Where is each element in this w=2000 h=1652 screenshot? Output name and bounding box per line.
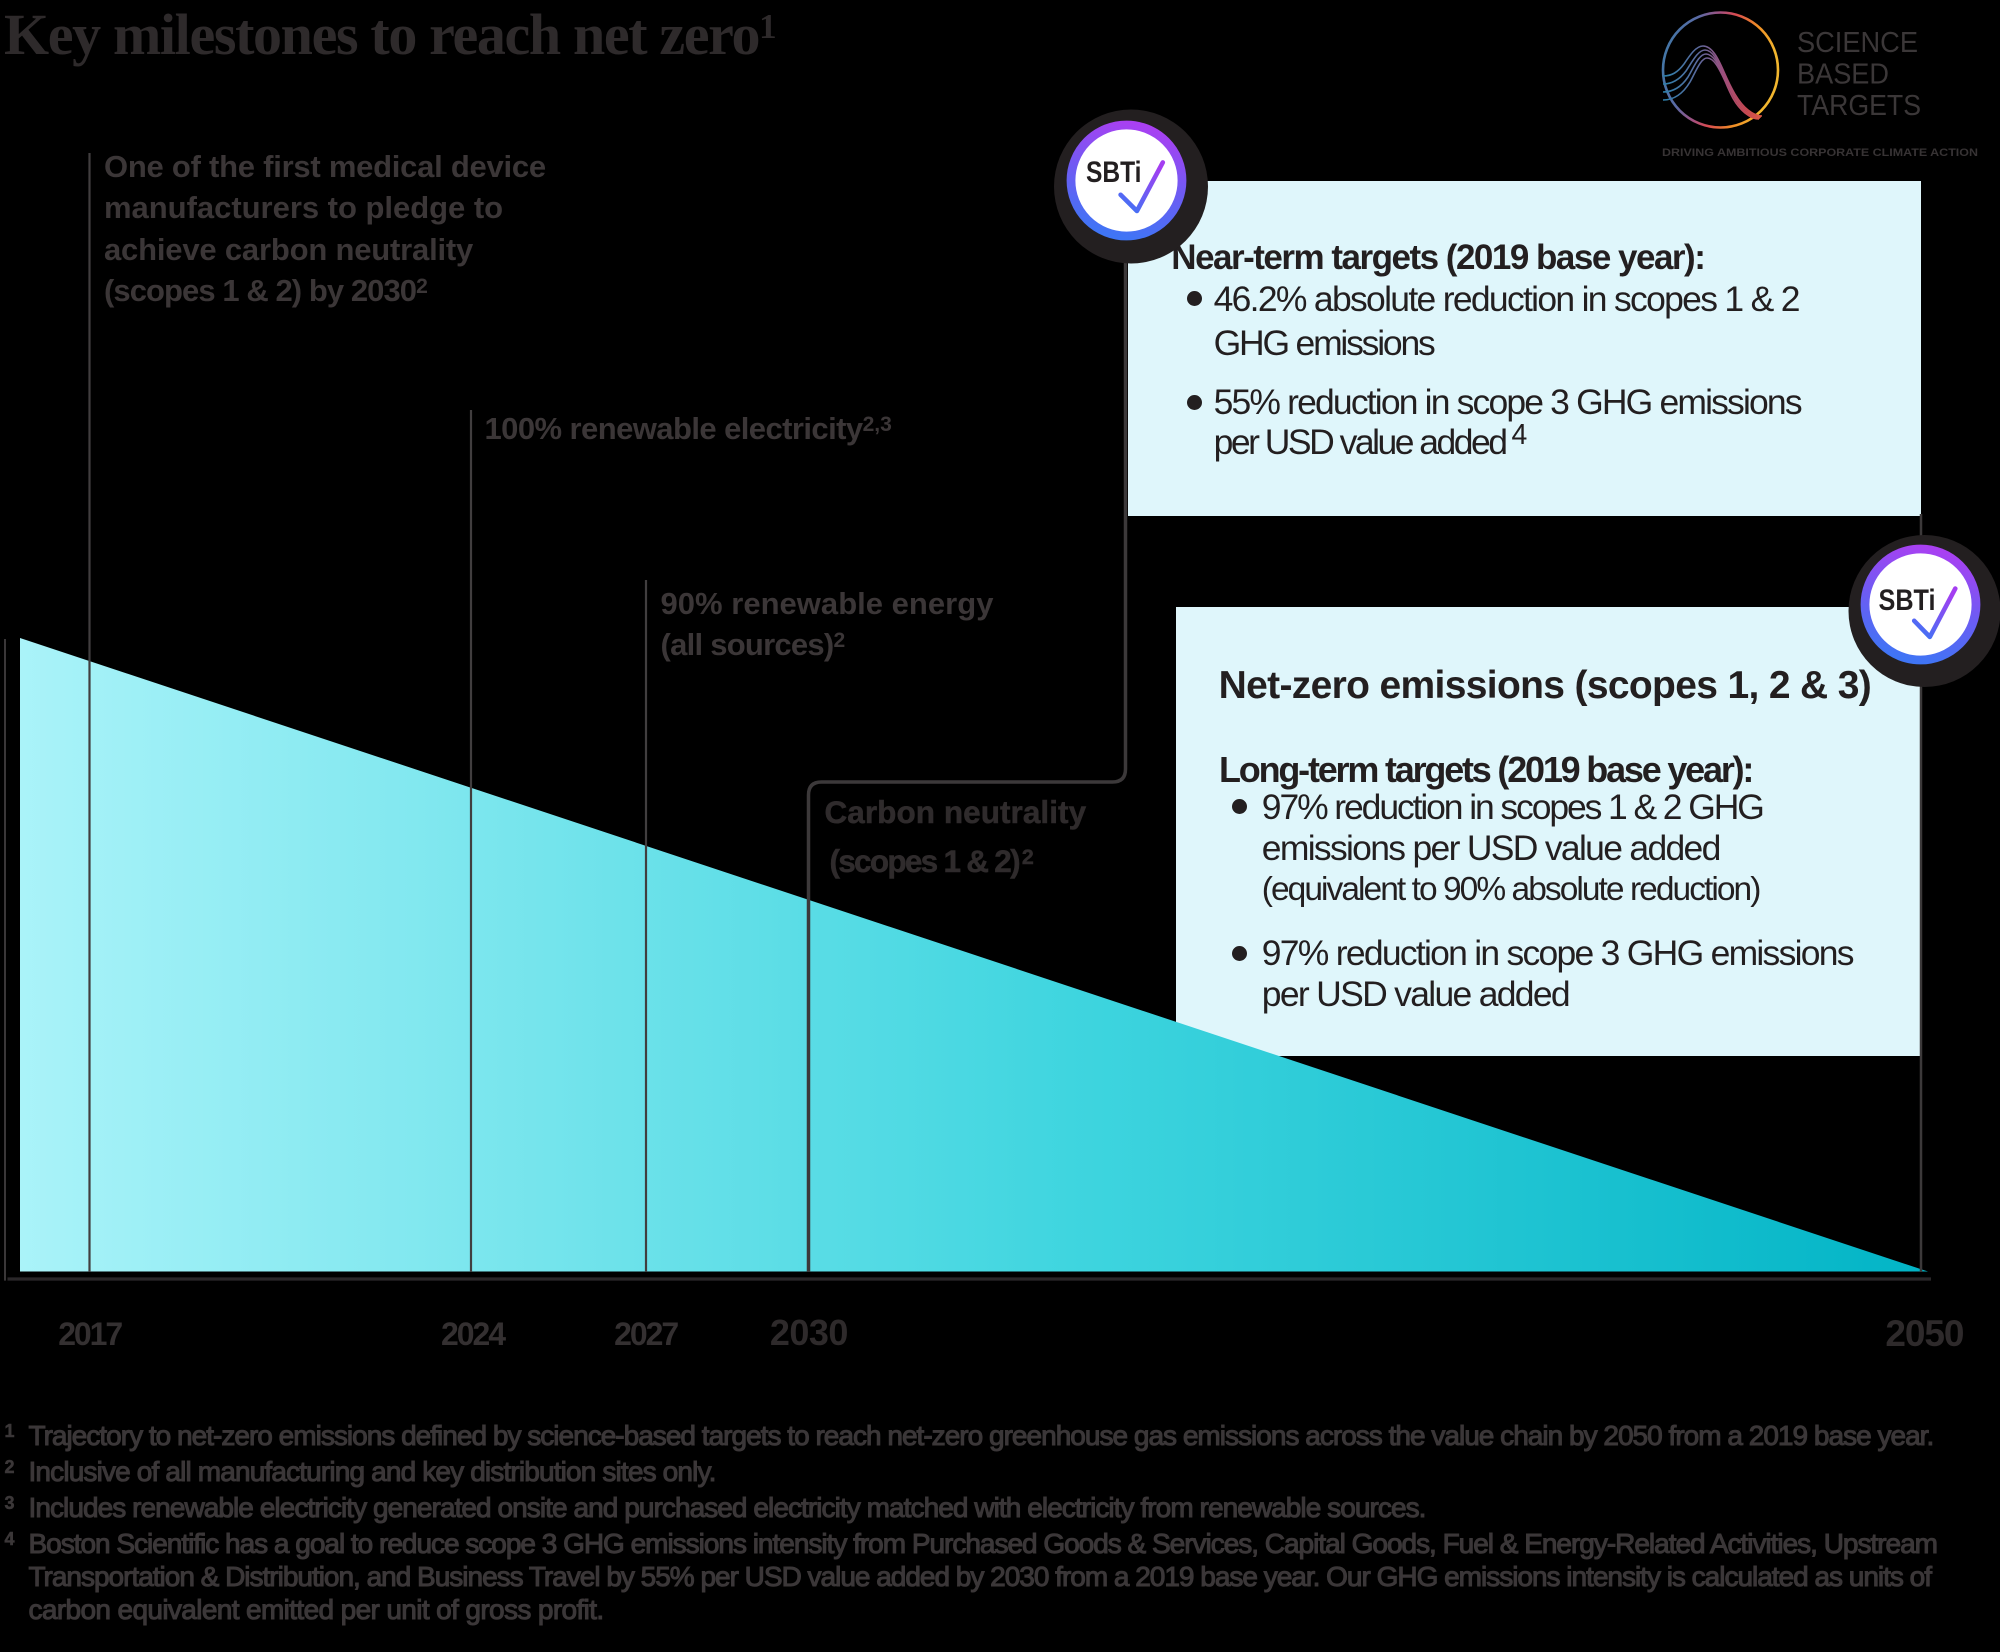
svg-text:BASED: BASED	[1797, 59, 1889, 91]
svg-text:SCIENCE: SCIENCE	[1797, 27, 1918, 59]
svg-text:TARGETS: TARGETS	[1797, 90, 1921, 122]
svg-text:SBTi: SBTi	[1879, 584, 1936, 617]
svg-text:SBTi: SBTi	[1086, 156, 1142, 189]
svg-text:DRIVING AMBITIOUS CORPORATE CL: DRIVING AMBITIOUS CORPORATE CLIMATE ACTI…	[1662, 147, 1978, 159]
